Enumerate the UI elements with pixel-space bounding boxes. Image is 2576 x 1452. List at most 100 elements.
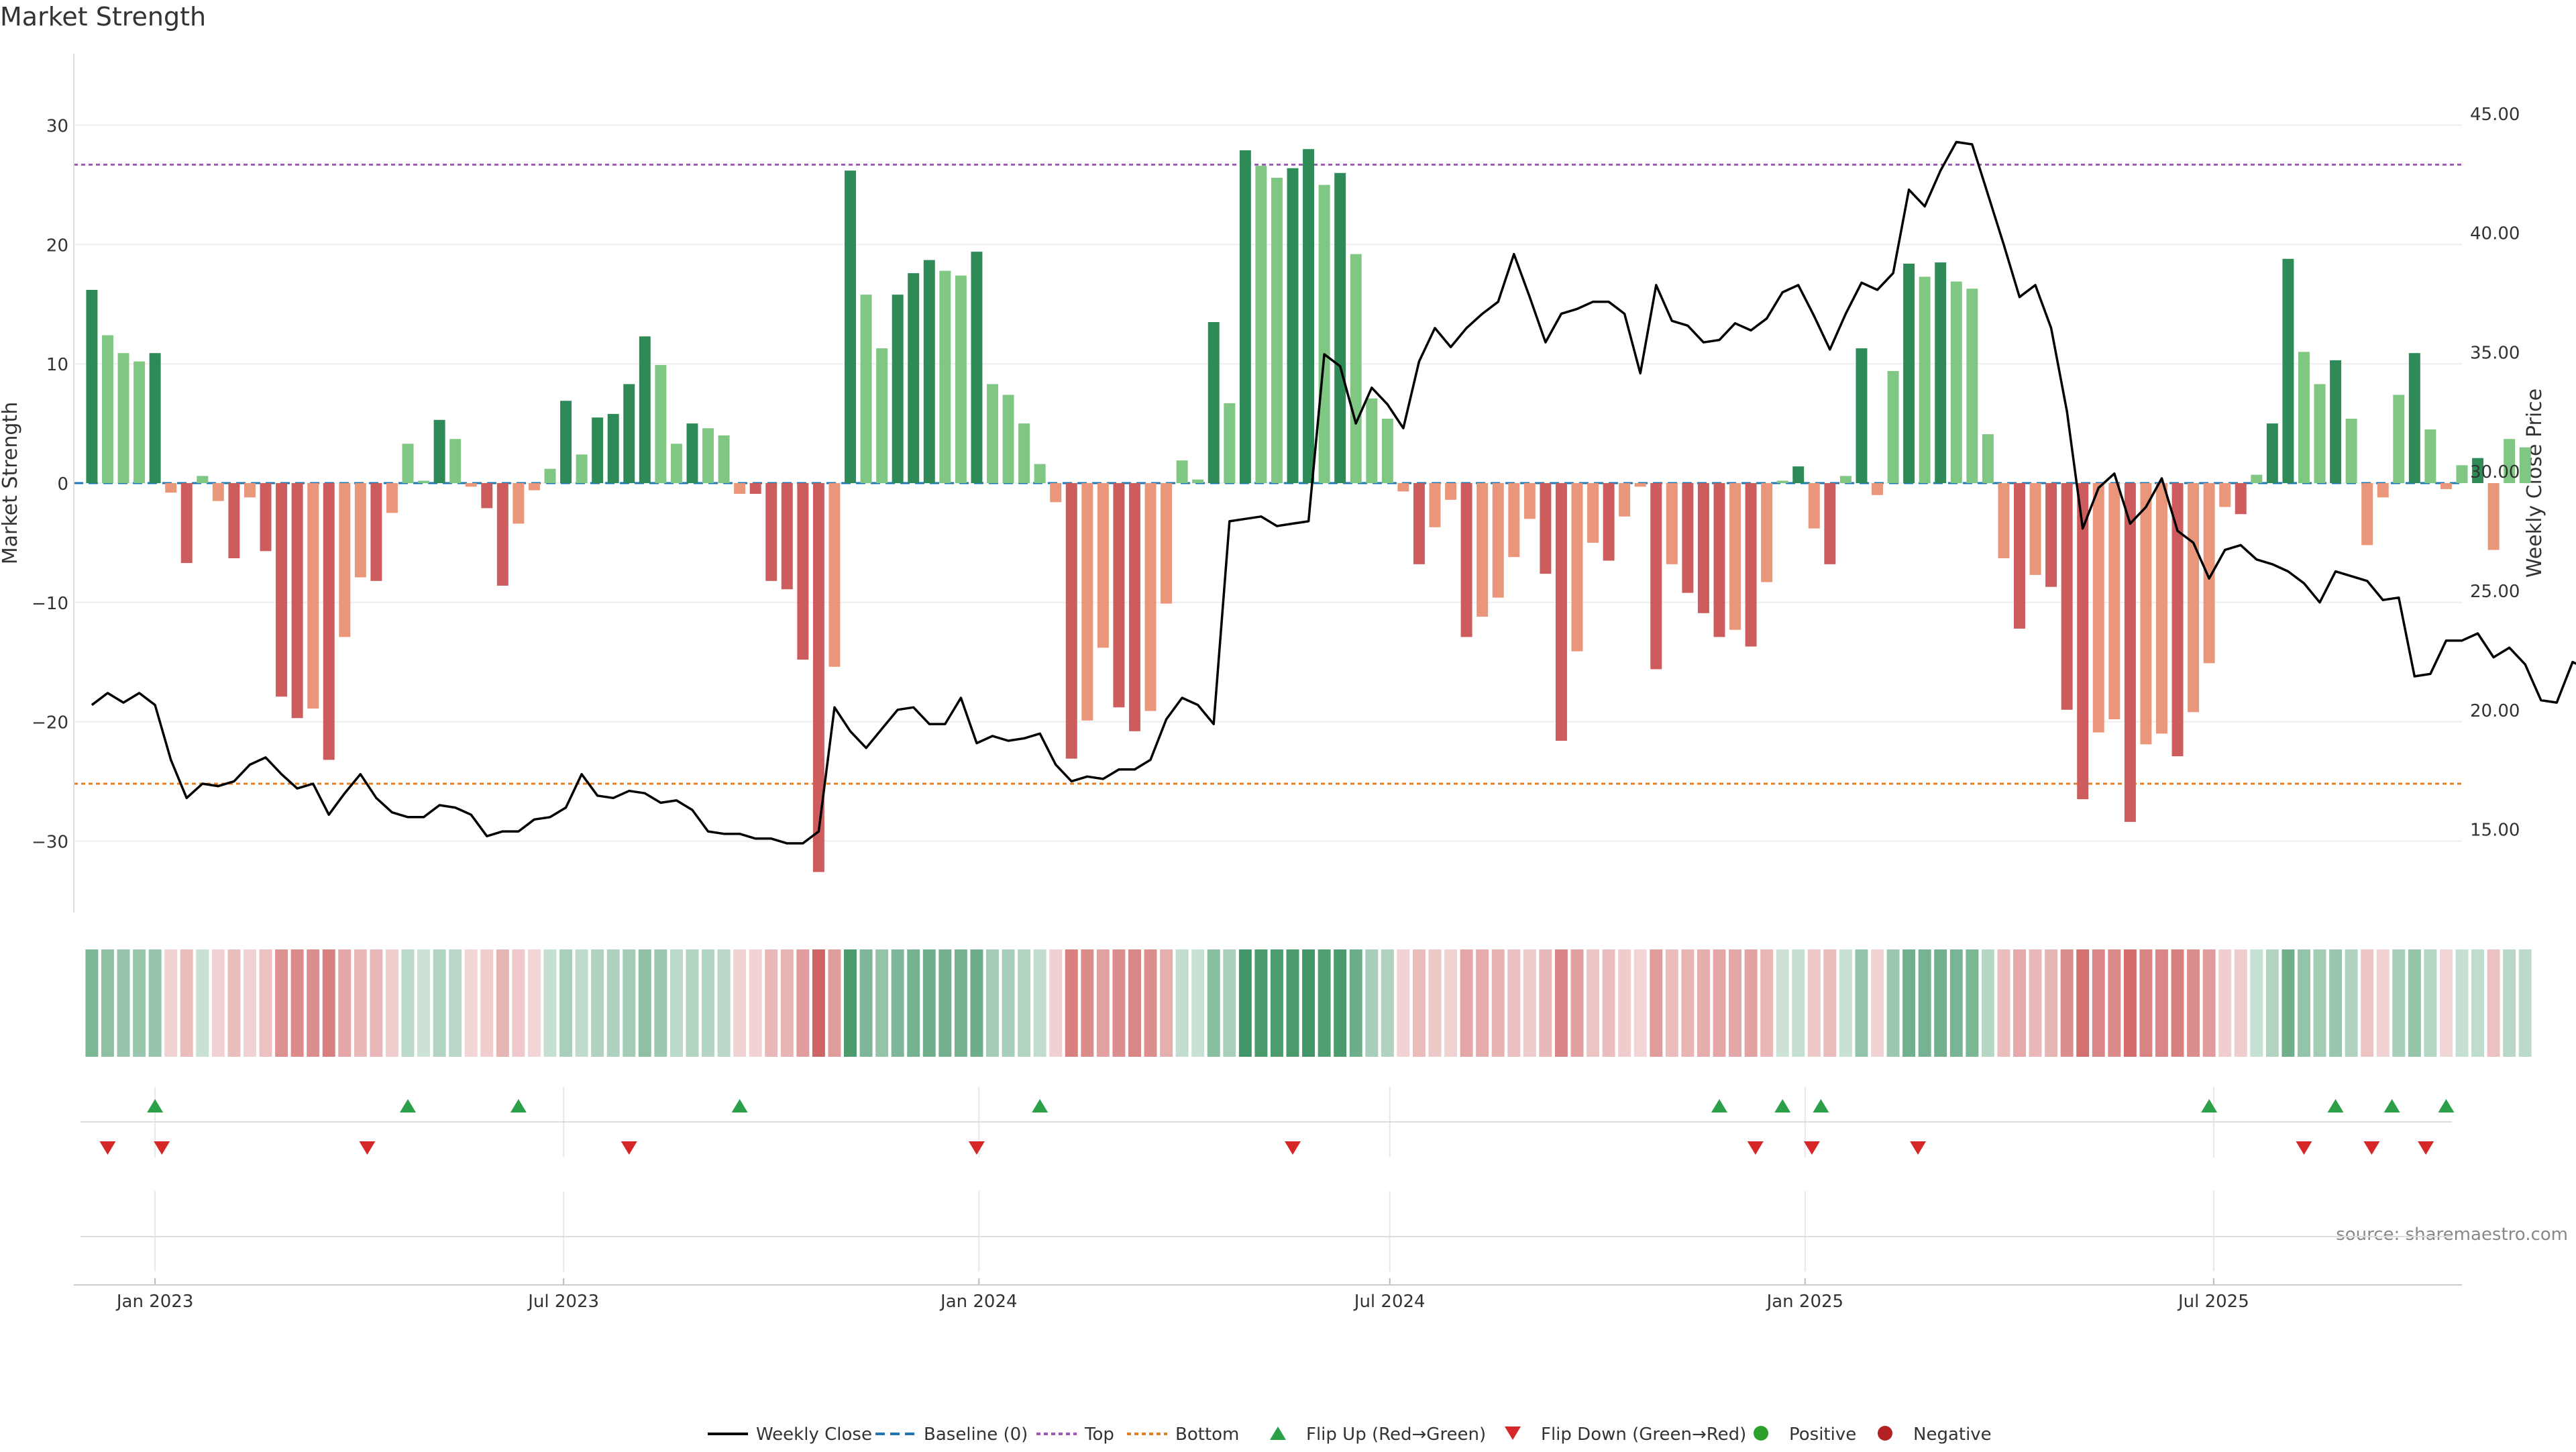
regime-cell	[259, 949, 272, 1057]
strength-bar	[1413, 483, 1425, 564]
strength-bar	[1303, 149, 1315, 483]
strength-bar	[1397, 483, 1409, 492]
strength-bar	[876, 348, 888, 483]
strength-bar	[1255, 166, 1267, 483]
regime-cell	[338, 949, 352, 1057]
regime-cell	[765, 949, 778, 1057]
regime-cell	[1902, 949, 1916, 1057]
strength-bar	[576, 454, 588, 483]
regime-cell	[1397, 949, 1410, 1057]
regime-cell	[1934, 949, 1947, 1057]
strength-bar	[765, 483, 777, 581]
regime-cell	[1460, 949, 1473, 1057]
strength-bar	[2345, 419, 2357, 483]
flip-down-marker	[1803, 1141, 1820, 1155]
strength-bar	[1002, 395, 1014, 483]
strength-bar	[1950, 281, 1962, 483]
strength-bar	[908, 273, 920, 483]
regime-cell	[875, 949, 889, 1057]
strength-bar	[2077, 483, 2089, 800]
strength-bar	[149, 353, 161, 483]
strength-bar	[276, 483, 288, 697]
strength-bar	[1666, 483, 1678, 564]
legend-item: Negative	[1878, 1424, 1992, 1445]
regime-cell	[686, 949, 699, 1057]
strength-bar	[2424, 429, 2436, 483]
strength-bar	[2045, 483, 2057, 587]
strength-bar	[197, 476, 209, 483]
regime-cell	[2313, 949, 2326, 1057]
left-tick-label: 30	[46, 117, 68, 137]
regime-cell	[2139, 949, 2153, 1057]
strength-bar	[1081, 483, 1093, 721]
regime-cell	[638, 949, 651, 1057]
regime-cell	[2045, 949, 2058, 1057]
regime-cell	[1191, 949, 1205, 1057]
regime-cell	[2329, 949, 2343, 1057]
strength-bar	[1176, 460, 1188, 483]
regime-cell	[2250, 949, 2263, 1057]
regime-cell	[1570, 949, 1584, 1057]
strength-bar	[560, 401, 572, 483]
regime-cell	[749, 949, 762, 1057]
flip-up-marker	[147, 1099, 164, 1112]
strength-bar	[1271, 177, 1283, 483]
regime-cell	[1302, 949, 1316, 1057]
regime-cell	[591, 949, 604, 1057]
regime-cell	[464, 949, 478, 1057]
x-tick-label: Jan 2024	[939, 1292, 1018, 1312]
strength-bar	[923, 260, 935, 483]
regime-cell	[385, 949, 398, 1057]
strength-bar	[592, 417, 604, 483]
strength-bar	[1792, 466, 1805, 483]
regime-cell	[2376, 949, 2390, 1057]
strength-bar	[1239, 150, 1251, 483]
strength-bar	[1050, 483, 1062, 503]
legend-label: Positive	[1789, 1424, 1856, 1445]
legend-label: Bottom	[1175, 1424, 1239, 1445]
strength-bar	[528, 483, 540, 490]
flip-down-marker	[359, 1141, 376, 1155]
strength-bar	[2361, 483, 2373, 546]
strength-bar	[1065, 483, 1077, 759]
regime-cell	[1033, 949, 1046, 1057]
regime-cell	[1729, 949, 1742, 1057]
strength-bar	[2140, 483, 2152, 745]
strength-bar	[1697, 483, 1709, 613]
strength-bar	[1966, 289, 1978, 483]
flip-down-marker	[154, 1141, 170, 1155]
regime-cell	[401, 949, 415, 1057]
strength-bar	[2456, 465, 2468, 483]
regime-cell	[1839, 949, 1852, 1057]
strength-bar	[1350, 254, 1362, 483]
left-tick-label: 0	[57, 474, 68, 495]
regime-cell	[2092, 949, 2105, 1057]
flip-up-marker	[1032, 1099, 1049, 1112]
regime-cell	[812, 949, 825, 1057]
regime-cell	[938, 949, 952, 1057]
strength-bar	[639, 336, 651, 483]
regime-cell	[2155, 949, 2168, 1057]
regime-cell	[1254, 949, 1268, 1057]
flip-up-marker	[2327, 1099, 2344, 1112]
regime-cell	[1507, 949, 1521, 1057]
strength-bar	[1887, 370, 1899, 483]
strength-bar	[1381, 419, 1393, 483]
regime-cell	[1238, 949, 1252, 1057]
regime-cell	[1997, 949, 2010, 1057]
line-layer	[91, 140, 2576, 845]
strength-bar	[544, 468, 556, 483]
strength-bar	[323, 483, 335, 760]
strength-bar	[433, 419, 445, 483]
strength-bar	[623, 384, 635, 483]
regime-cell	[970, 949, 983, 1057]
regime-strip	[85, 949, 2532, 1057]
strength-bar	[718, 435, 730, 483]
strength-bar	[354, 483, 366, 578]
regime-cell	[512, 949, 525, 1057]
flip-up-marker	[2201, 1099, 2218, 1112]
strength-bar	[1935, 262, 1947, 483]
strength-bar	[2377, 483, 2389, 498]
right-tick-label: 40.00	[2470, 224, 2520, 244]
